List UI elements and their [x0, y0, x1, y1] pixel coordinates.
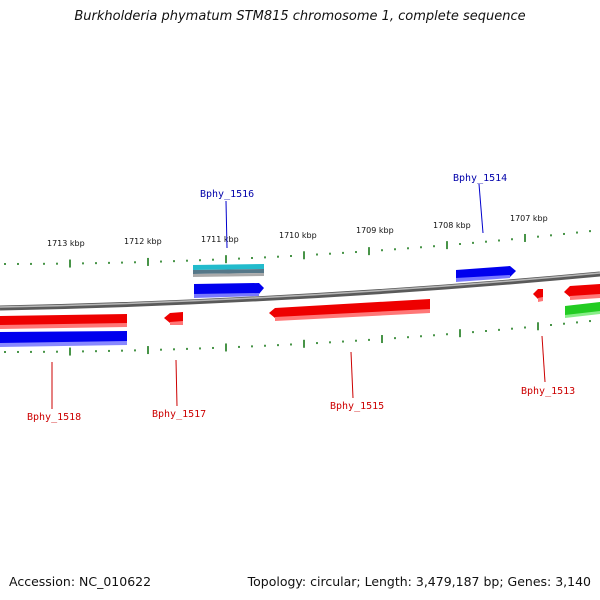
- gene-bphy-1517[interactable]: [164, 312, 183, 325]
- gene-right-edge-reverse[interactable]: [564, 284, 600, 300]
- leader-line-bphy-1513: [541, 335, 546, 383]
- leader-line-bphy-1515: [350, 351, 354, 399]
- page-title: Burkholderia phymatum STM815 chromosome …: [74, 9, 526, 24]
- gene-bphy-1514[interactable]: [456, 266, 516, 282]
- gene-label-bphy-1515[interactable]: Bphy_1515: [330, 401, 384, 412]
- scale-label-1707-kbp: 1707 kbp: [510, 214, 548, 223]
- gene-bphy-1515[interactable]: [269, 299, 430, 321]
- gene-label-bphy-1513[interactable]: Bphy_1513: [521, 386, 575, 397]
- gene-right-edge-green[interactable]: [565, 302, 600, 318]
- leader-line-bphy-1516: [225, 200, 228, 249]
- gene-bphy-1518-forward[interactable]: [0, 331, 127, 347]
- outer-scale-ticks: [4, 230, 591, 268]
- inner-scale-ticks: [4, 320, 591, 356]
- gene-label-bphy-1517[interactable]: Bphy_1517: [152, 409, 206, 420]
- gene-label-bphy-1514[interactable]: Bphy_1514: [453, 173, 507, 184]
- gene-label-bphy-1516[interactable]: Bphy_1516: [200, 189, 254, 200]
- scale-label-1712-kbp: 1712 kbp: [124, 237, 162, 246]
- leader-line-bphy-1517: [175, 359, 178, 407]
- leader-line-bphy-1514: [478, 183, 484, 234]
- gene-bphy-1518-reverse[interactable]: [0, 314, 127, 329]
- chromosome-backbone: [0, 271, 600, 311]
- gene-label-bphy-1518[interactable]: Bphy_1518: [27, 412, 81, 423]
- gene-bphy-1516-cds[interactable]: [194, 283, 264, 298]
- sequence-summary-text: Topology: circular; Length: 3,479,187 bp…: [247, 574, 591, 589]
- scale-label-1711-kbp: 1711 kbp: [201, 235, 239, 244]
- scale-label-1713-kbp: 1713 kbp: [47, 239, 85, 248]
- gene-bphy-1516-rna[interactable]: [193, 264, 264, 277]
- scale-label-1710-kbp: 1710 kbp: [279, 231, 317, 240]
- scale-label-1708-kbp: 1708 kbp: [433, 221, 471, 230]
- accession-text: Accession: NC_010622: [9, 574, 152, 589]
- gene-bphy-1513[interactable]: [533, 289, 543, 302]
- scale-label-1709-kbp: 1709 kbp: [356, 226, 394, 235]
